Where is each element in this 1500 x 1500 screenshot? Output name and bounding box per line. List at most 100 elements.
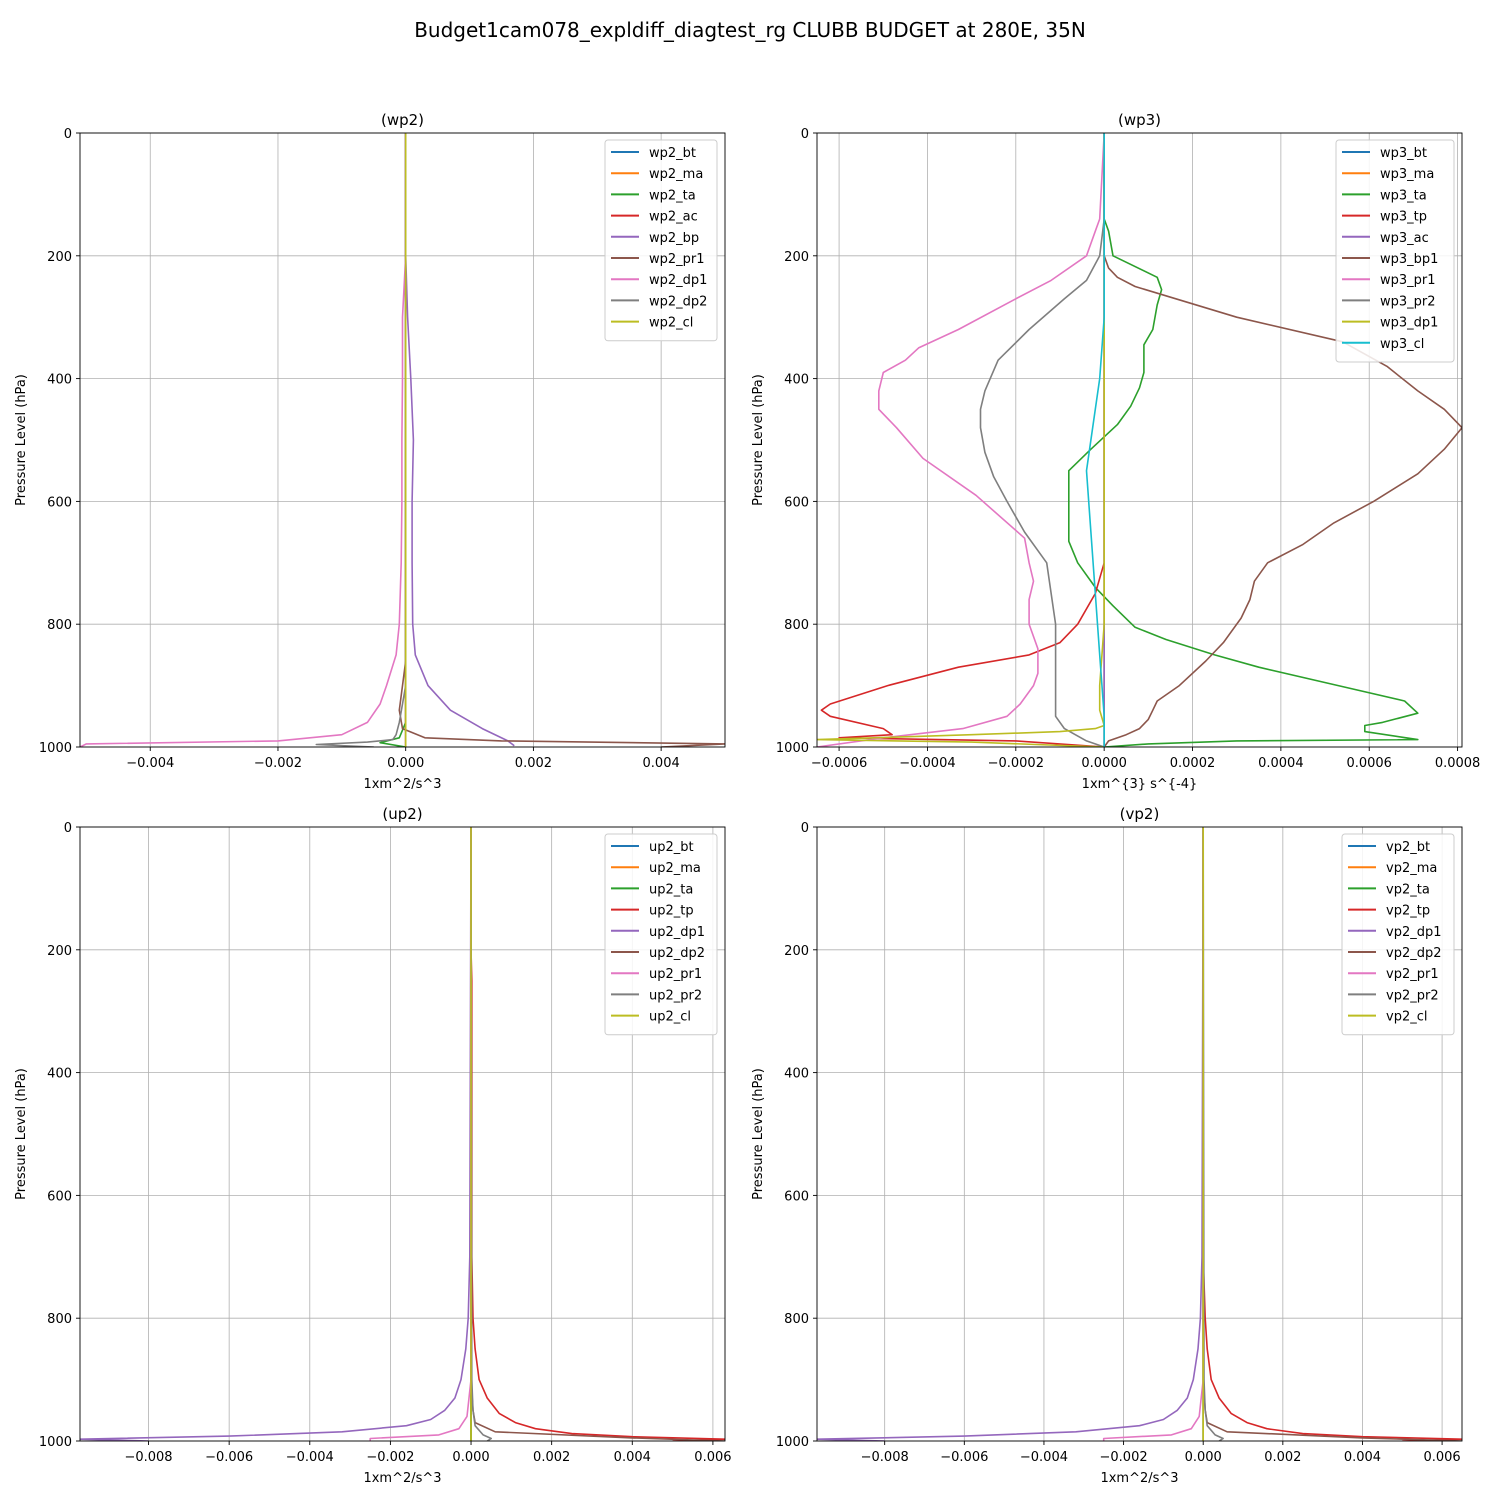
y-axis-label: Pressure Level (hPa)	[751, 1068, 766, 1200]
y-axis-label: Pressure Level (hPa)	[751, 374, 766, 506]
x-axis-label: 1xm^{3} s^{-4}	[1082, 777, 1198, 792]
legend-box	[1341, 833, 1455, 1036]
y-tick-label: 400	[784, 1067, 809, 1082]
panel-title: (vp2)	[1120, 805, 1160, 823]
x-tick-label: −0.004	[1020, 1450, 1068, 1465]
legend-label-up2_dp2: up2_dp2	[649, 946, 705, 961]
x-tick-label: 0.0006	[1346, 756, 1392, 771]
x-tick-label: 0.004	[614, 1450, 651, 1465]
panels: −0.004 −0.002 0.000 0.002 0.004 0 200 400 600 800…	[14, 111, 1480, 1486]
y-tick-label: 400	[47, 1067, 72, 1082]
legend: wp2_bt wp2_ma wp2_ta wp2_ac wp2_bp wp2_pr1 wp2…	[604, 139, 718, 342]
legend-label-wp2_ma: wp2_ma	[649, 167, 703, 182]
y-tick-label: 0	[64, 821, 72, 836]
legend: wp3_bt wp3_ma wp3_ta wp3_tp wp3_ac wp3_bp1 wp3…	[1335, 139, 1455, 363]
legend-label-vp2_ta: vp2_ta	[1386, 882, 1430, 897]
x-tick-label: −0.0004	[899, 756, 955, 771]
legend-label-wp2_ac: wp2_ac	[649, 210, 698, 225]
series-line-vp2_tp	[1202, 827, 1462, 1441]
x-axis-label: 1xm^2/s^3	[363, 1471, 441, 1486]
series-group	[80, 827, 725, 1441]
axes-frame	[816, 132, 1463, 748]
y-axis-label: Pressure Level (hPa)	[14, 1068, 29, 1200]
x-axis-label: 1xm^2/s^3	[1100, 1471, 1178, 1486]
chart-panel: −0.008 −0.006 −0.004 −0.002 0.000 0.002 0.004 0…	[14, 805, 732, 1486]
legend-label-vp2_bt: vp2_bt	[1386, 840, 1430, 855]
x-tick-label: −0.002	[1100, 1450, 1148, 1465]
legend-label-vp2_dp1: vp2_dp1	[1386, 925, 1442, 940]
legend-label-wp3_pr2: wp3_pr2	[1380, 294, 1436, 309]
legend-label-vp2_pr1: vp2_pr1	[1386, 967, 1439, 982]
x-tick-label: −0.0006	[811, 756, 867, 771]
y-tick-label: 200	[784, 944, 809, 959]
legend-label-wp2_bp: wp2_bp	[649, 231, 699, 246]
x-tick-label: 0.0002	[1170, 756, 1216, 771]
legend-label-up2_pr2: up2_pr2	[649, 988, 702, 1003]
x-tick-label: 0.002	[1264, 1450, 1301, 1465]
legend-label-wp2_ta: wp2_ta	[649, 188, 696, 203]
series-line-wp3_pr2	[979, 133, 1105, 747]
legend-label-up2_tp: up2_tp	[649, 904, 694, 919]
y-tick-label: 600	[47, 1189, 72, 1204]
series-line-wp3_pr1	[817, 133, 1105, 747]
series-line-wp2_dp1	[80, 133, 407, 747]
y-tick-label: 200	[784, 250, 809, 265]
legend-label-wp2_cl: wp2_cl	[649, 316, 693, 331]
x-tick-label: −0.006	[940, 1450, 988, 1465]
legend-label-wp3_ac: wp3_ac	[1380, 231, 1429, 246]
y-tick-label: 800	[47, 618, 72, 633]
y-tick-label: 400	[47, 373, 72, 388]
x-tick-label: 0.006	[694, 1450, 731, 1465]
panel-title: (up2)	[382, 805, 422, 823]
series-line-wp3_cl	[1085, 133, 1105, 747]
y-tick-label: 1000	[776, 1435, 809, 1450]
panel-title: (wp2)	[381, 111, 424, 129]
legend-label-wp3_dp1: wp3_dp1	[1380, 316, 1438, 331]
legend-label-vp2_dp2: vp2_dp2	[1386, 946, 1442, 961]
axes-frame	[79, 132, 726, 748]
figure-suptitle: Budget1cam078_expldiff_diagtest_rg CLUBB…	[414, 18, 1086, 42]
chart-panel: −0.008 −0.006 −0.004 −0.002 0.000 0.002 0.004 0…	[751, 805, 1463, 1486]
y-tick-label: 0	[64, 127, 72, 142]
legend-label-up2_cl: up2_cl	[649, 1010, 691, 1025]
x-tick-label: −0.0002	[988, 756, 1044, 771]
y-tick-label: 200	[47, 250, 72, 265]
x-tick-label: −0.002	[254, 756, 302, 771]
series-group	[817, 133, 1462, 747]
series-line-wp3_bp1	[1103, 133, 1462, 747]
x-tick-label: −0.006	[205, 1450, 253, 1465]
x-tick-label: 0.0000	[1081, 756, 1127, 771]
x-tick-label: 0.006	[1423, 1450, 1460, 1465]
legend-label-vp2_tp: vp2_tp	[1386, 904, 1430, 919]
y-axis-label: Pressure Level (hPa)	[14, 374, 29, 506]
y-tick-label: 600	[784, 1189, 809, 1204]
legend-label-wp2_pr1: wp2_pr1	[649, 252, 705, 267]
y-tick-label: 800	[784, 618, 809, 633]
x-tick-label: 0.0008	[1435, 756, 1481, 771]
series-group	[80, 133, 725, 747]
legend-label-up2_ta: up2_ta	[649, 882, 693, 897]
x-tick-label: 0.002	[515, 756, 552, 771]
legend-label-up2_dp1: up2_dp1	[649, 925, 705, 940]
chart-panel: −0.0006 −0.0004 −0.0002 0.0000 0.0002 0.0004 0…	[751, 111, 1480, 792]
x-tick-label: −0.004	[286, 1450, 334, 1465]
legend-label-wp3_bp1: wp3_bp1	[1380, 252, 1438, 267]
legend-label-up2_ma: up2_ma	[649, 861, 701, 876]
y-tick-label: 600	[784, 495, 809, 510]
x-axis-label: 1xm^2/s^3	[363, 777, 441, 792]
chart-panel: −0.004 −0.002 0.000 0.002 0.004 0 200 400 600 800…	[14, 111, 726, 792]
y-tick-label: 1000	[39, 1435, 72, 1450]
legend-label-vp2_pr2: vp2_pr2	[1386, 988, 1439, 1003]
x-tick-label: 0.004	[1344, 1450, 1381, 1465]
series-line-wp3_ta	[1068, 133, 1419, 747]
legend-label-vp2_ma: vp2_ma	[1386, 861, 1437, 876]
x-tick-label: −0.002	[366, 1450, 414, 1465]
x-tick-label: −0.008	[861, 1450, 909, 1465]
x-tick-label: 0.000	[452, 1450, 489, 1465]
series-line-up2_dp1	[80, 827, 472, 1441]
y-tick-label: 200	[47, 944, 72, 959]
series-line-vp2_dp1	[817, 827, 1204, 1441]
legend-box	[604, 139, 718, 342]
x-tick-label: 0.000	[387, 756, 424, 771]
series-line-vp2_pr2	[1202, 827, 1224, 1441]
